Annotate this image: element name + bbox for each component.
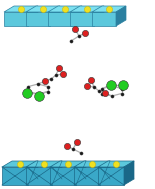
Polygon shape: [26, 161, 62, 167]
Polygon shape: [48, 6, 82, 12]
Polygon shape: [50, 167, 76, 185]
Polygon shape: [4, 12, 28, 26]
Polygon shape: [2, 161, 38, 167]
Polygon shape: [124, 161, 134, 185]
Polygon shape: [70, 6, 104, 12]
Polygon shape: [74, 161, 110, 167]
Polygon shape: [50, 161, 86, 167]
Polygon shape: [26, 167, 52, 185]
Polygon shape: [100, 161, 110, 185]
Polygon shape: [98, 161, 134, 167]
Polygon shape: [72, 6, 82, 26]
Polygon shape: [26, 6, 60, 12]
Polygon shape: [70, 12, 94, 26]
Polygon shape: [4, 6, 38, 12]
Polygon shape: [48, 12, 72, 26]
Polygon shape: [28, 161, 38, 185]
Polygon shape: [50, 6, 60, 26]
Polygon shape: [92, 12, 116, 26]
Polygon shape: [26, 12, 50, 26]
Polygon shape: [116, 6, 126, 26]
Polygon shape: [28, 6, 38, 26]
Polygon shape: [76, 161, 86, 185]
Polygon shape: [98, 167, 124, 185]
Polygon shape: [74, 167, 100, 185]
Polygon shape: [92, 6, 126, 12]
Polygon shape: [94, 6, 104, 26]
Polygon shape: [2, 167, 28, 185]
Polygon shape: [52, 161, 62, 185]
